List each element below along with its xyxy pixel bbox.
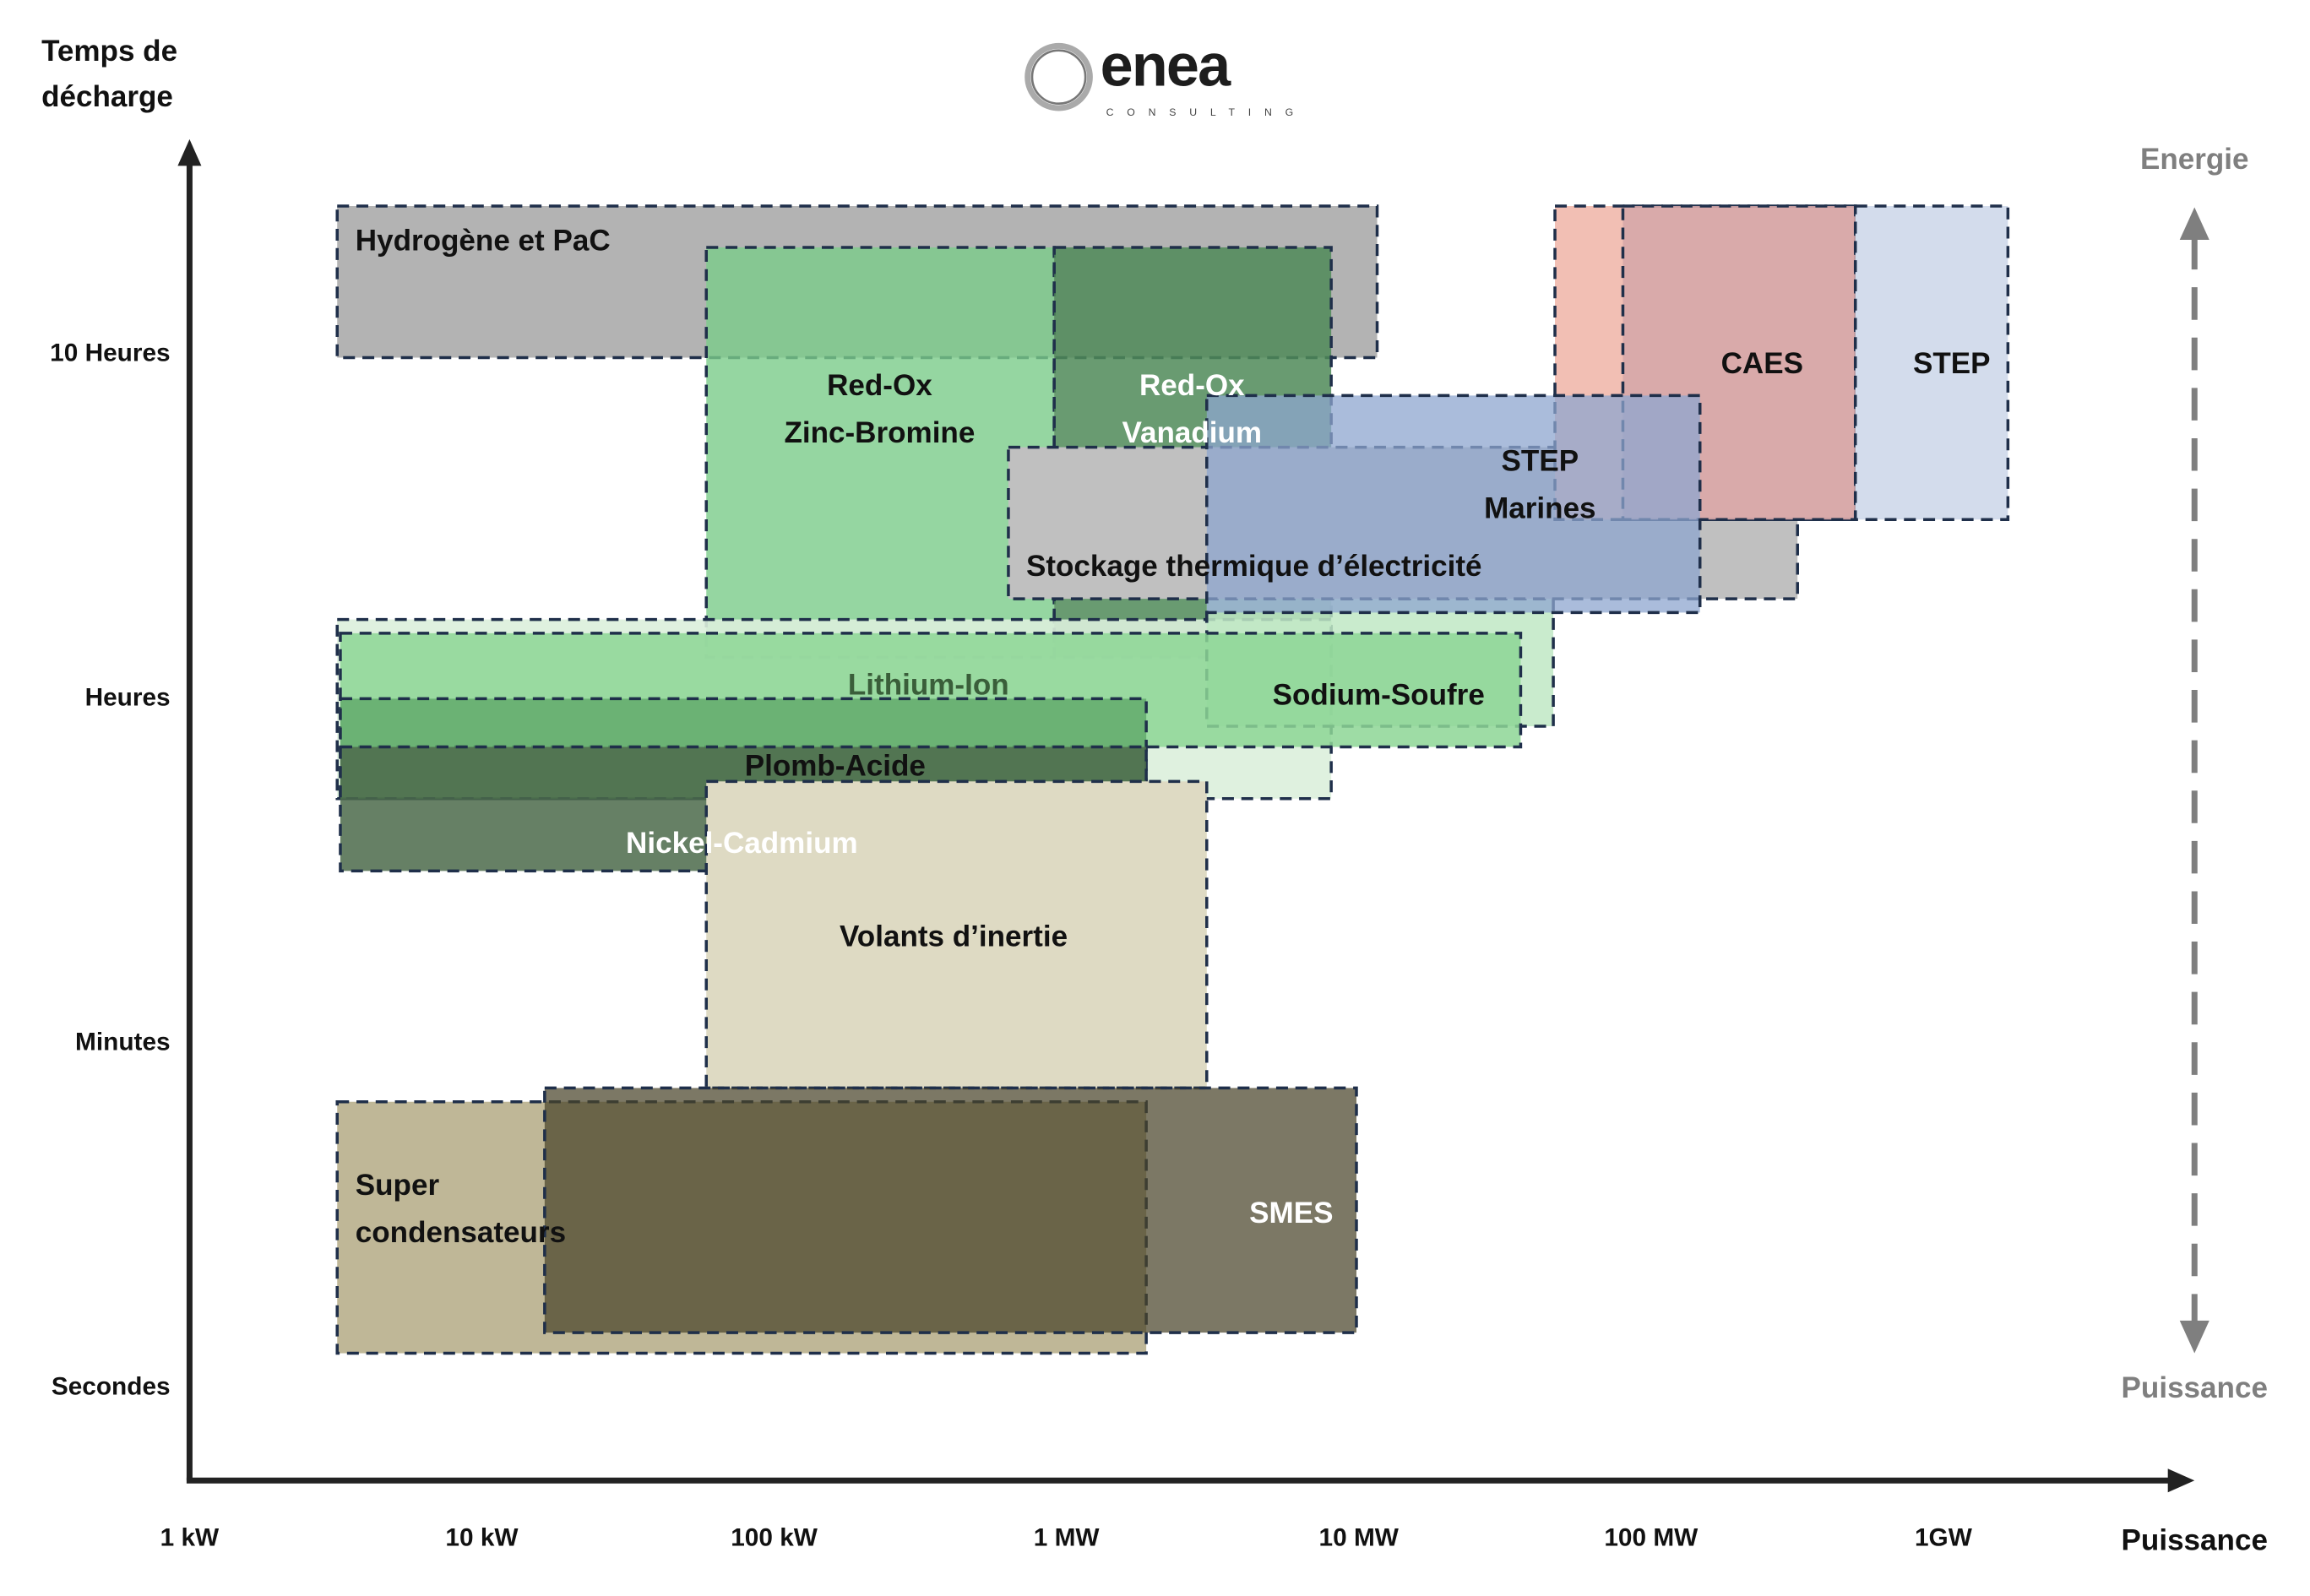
box-smes [543, 1086, 1358, 1334]
label-smes: SMES [1249, 1197, 1333, 1230]
label-plomb-acide: Plomb-Acide [745, 750, 926, 783]
label-line: CAES [1721, 347, 1803, 380]
side-axis-top-label: Energie [2140, 143, 2249, 176]
y-tick-label: Secondes [52, 1373, 171, 1401]
y-tick-labels: Secondes Minutes Heures 10 Heures [50, 339, 170, 1401]
y-axis-arrow-icon [177, 138, 202, 166]
label-line: Nickel-Cadmium [626, 827, 858, 860]
side-axis-bottom-label: Puissance [2122, 1371, 2268, 1404]
label-line: Zinc-Bromine [784, 416, 975, 449]
label-caes: CAES [1721, 347, 1803, 380]
x-axis-arrow-icon [2167, 1468, 2195, 1493]
label-line: Vanadium [1122, 416, 1263, 449]
label-line: Super [356, 1169, 440, 1202]
label-sodium-soufre: Sodium-Soufre [1273, 679, 1485, 712]
label-red-ox-vanadium: Red-Ox Vanadium [1122, 369, 1263, 449]
arrow-up-icon [2179, 207, 2209, 241]
box-step-marines [1205, 394, 1702, 615]
label-line: Marines [1484, 492, 1595, 525]
enea-consulting-logo: enea CONSULTING [1025, 33, 1307, 118]
y-tick-label: Minutes [75, 1029, 171, 1056]
label-line: Plomb-Acide [745, 750, 926, 783]
x-tick-label: 10 MW [1319, 1523, 1400, 1551]
y-axis-title-line: Temps de [41, 35, 177, 68]
logo-wordmark: enea [1101, 33, 1232, 99]
box-step [1853, 204, 2010, 522]
label-line: Hydrogène et PaC [356, 224, 611, 257]
logo-tagline: CONSULTING [1106, 106, 1307, 118]
logo-ring-inner-icon [1030, 49, 1087, 106]
label-step: STEP [1913, 347, 1991, 380]
label-line: SMES [1249, 1197, 1333, 1230]
label-lithium-ion: Lithium-Ion [848, 668, 1009, 701]
label-line: Lithium-Ion [848, 668, 1009, 701]
y-tick-label: Heures [85, 684, 171, 712]
x-tick-label: 1 MW [1034, 1523, 1101, 1551]
label-nickel-cadmium: Nickel-Cadmium [626, 827, 858, 860]
label-hydroge-ne-et-pac: Hydrogène et PaC [356, 224, 611, 257]
arrow-down-icon [2179, 1320, 2209, 1354]
y-axis-title: Temps de décharge [41, 35, 177, 113]
label-line: condensateurs [356, 1216, 566, 1249]
x-tick-labels: 1 kW 10 kW 100 kW 1 MW 10 MW 100 MW 1GW [160, 1523, 1973, 1551]
label-volants-d-inertie: Volants d’inertie [840, 920, 1068, 953]
logo-ring-icon [1025, 42, 1093, 111]
y-axis-title-line: décharge [41, 80, 173, 113]
x-tick-label: 1GW [1915, 1523, 1973, 1551]
label-line: Volants d’inertie [840, 920, 1068, 953]
label-line: Red-Ox [827, 369, 932, 402]
x-tick-label: 1 kW [160, 1523, 220, 1551]
label-step-marines: STEP Marines [1484, 445, 1595, 525]
label-stockage-thermique-d-e-lectricite: Stockage thermique d’électricité [1026, 550, 1482, 583]
label-line: Sodium-Soufre [1273, 679, 1485, 712]
label-red-ox-zinc-bromine: Red-Ox Zinc-Bromine [784, 369, 975, 449]
box-red-ox-zinc-bromine [704, 246, 1056, 660]
x-tick-label: 10 kW [445, 1523, 519, 1551]
box-volants-d-inertie [704, 779, 1209, 1090]
y-tick-label: 10 Heures [50, 339, 170, 367]
x-axis-title: Puissance [2122, 1524, 2268, 1557]
x-tick-label: 100 kW [731, 1523, 818, 1551]
x-tick-label: 100 MW [1604, 1523, 1699, 1551]
label-super-condensateurs: Super condensateurs [356, 1169, 566, 1249]
label-line: STEP [1913, 347, 1991, 380]
label-line: STEP [1502, 445, 1579, 478]
label-line: Stockage thermique d’électricité [1026, 550, 1482, 583]
label-line: Red-Ox [1139, 369, 1245, 402]
